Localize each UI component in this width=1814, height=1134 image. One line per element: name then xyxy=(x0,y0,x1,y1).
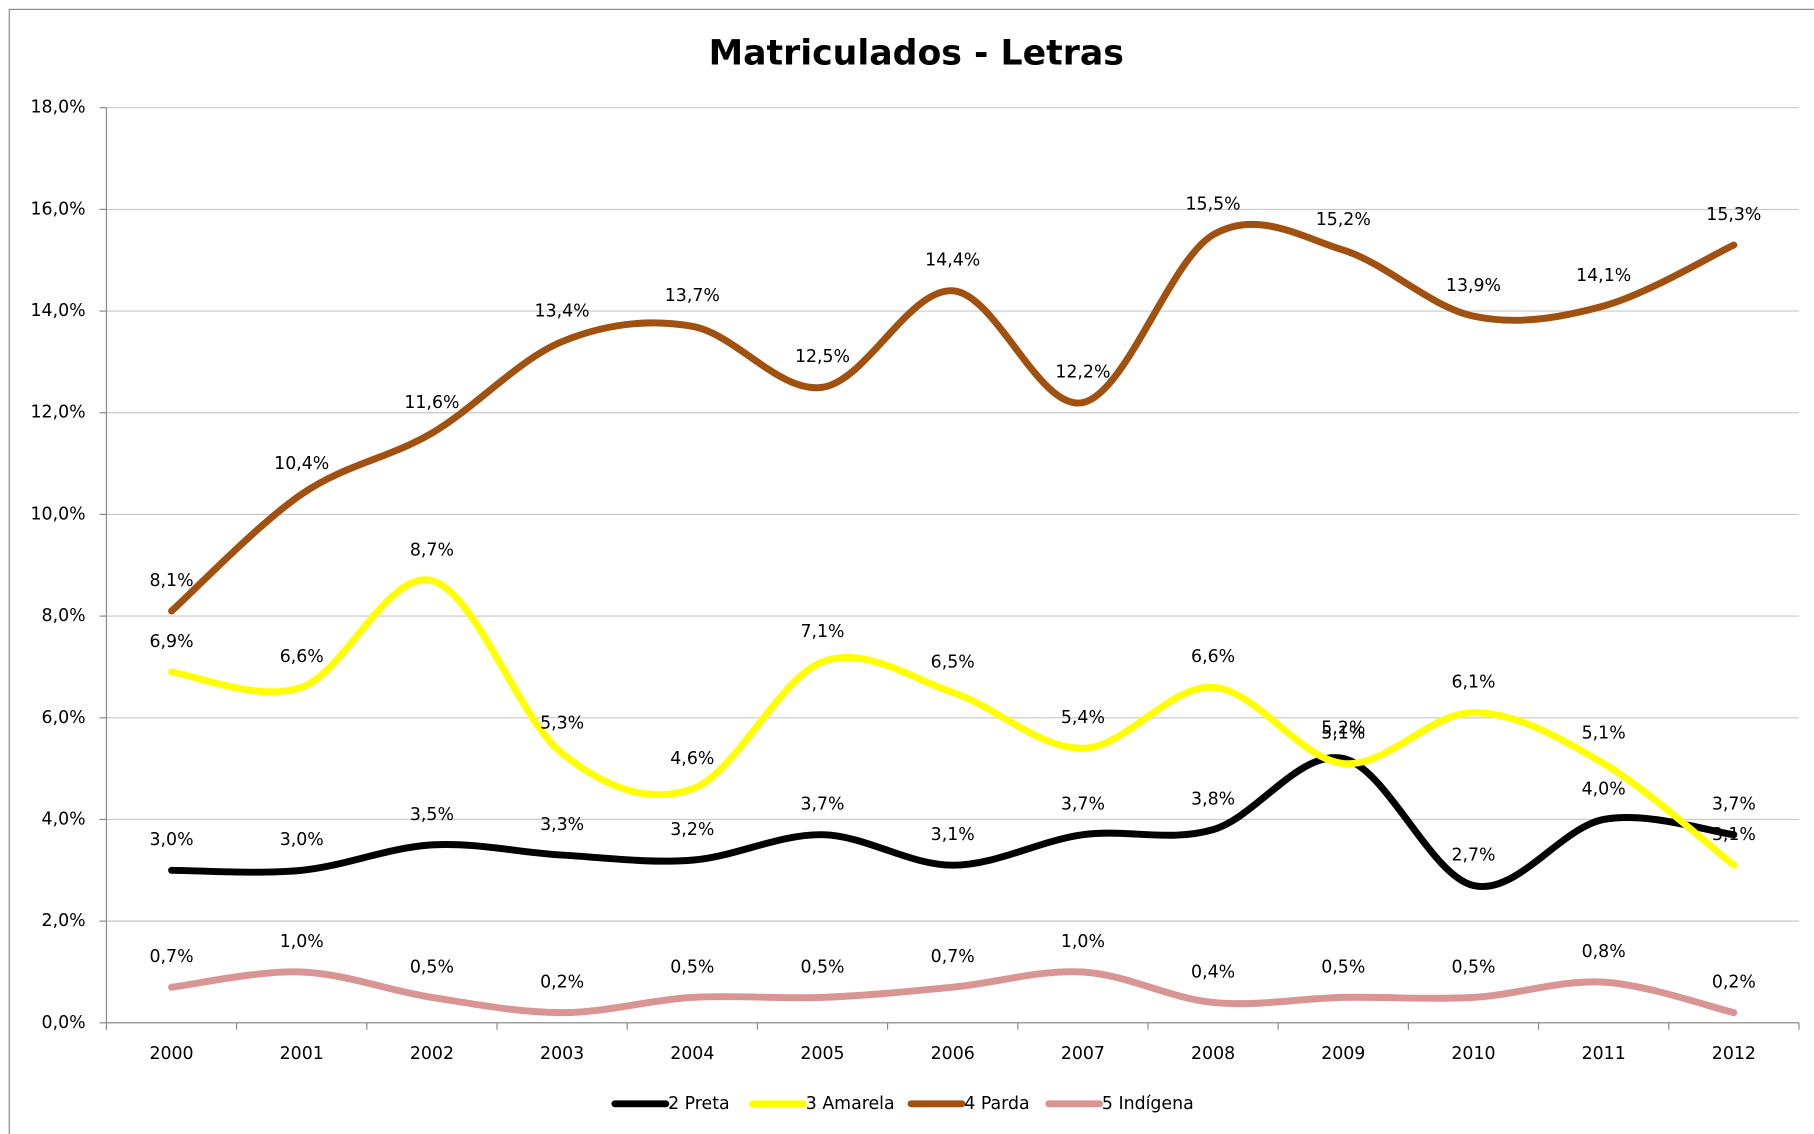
data-label: 0,5% xyxy=(410,957,454,977)
data-label: 3,5% xyxy=(410,805,454,825)
x-tick-label: 2006 xyxy=(931,1044,975,1064)
x-tick-label: 2008 xyxy=(1191,1044,1235,1064)
data-label: 13,4% xyxy=(535,301,590,321)
data-label: 5,4% xyxy=(1061,708,1105,728)
y-tick-label: 2,0% xyxy=(42,911,86,931)
data-label: 1,0% xyxy=(1061,932,1105,952)
data-label: 3,1% xyxy=(1712,825,1756,845)
y-tick-label: 10,0% xyxy=(31,504,86,524)
x-tick-label: 2005 xyxy=(800,1044,844,1064)
data-label: 8,7% xyxy=(410,540,454,560)
data-label: 0,8% xyxy=(1582,942,1626,962)
data-label: 6,9% xyxy=(149,632,193,652)
x-tick-label: 2004 xyxy=(670,1044,714,1064)
data-label: 11,6% xyxy=(404,393,459,413)
data-label: 12,2% xyxy=(1055,363,1110,383)
data-label: 7,1% xyxy=(800,622,844,642)
data-label: 0,5% xyxy=(800,957,844,977)
legend-label: 5 Indígena xyxy=(1102,1094,1194,1114)
chart-title: Matriculados - Letras xyxy=(709,33,1124,73)
x-tick-label: 2009 xyxy=(1321,1044,1365,1064)
data-label: 0,4% xyxy=(1191,962,1235,982)
y-tick-label: 16,0% xyxy=(31,199,86,219)
data-label: 0,5% xyxy=(1451,957,1495,977)
y-tick-label: 6,0% xyxy=(42,708,86,728)
y-tick-label: 8,0% xyxy=(42,606,86,626)
data-label: 13,9% xyxy=(1446,276,1501,296)
data-label: 3,0% xyxy=(149,830,193,850)
legend-label: 2 Preta xyxy=(668,1094,730,1114)
data-label: 15,3% xyxy=(1706,205,1761,225)
data-label: 5,1% xyxy=(1582,723,1626,743)
data-label: 6,6% xyxy=(280,647,324,667)
data-label: 15,2% xyxy=(1316,210,1371,230)
data-label: 12,5% xyxy=(795,347,850,367)
series-line xyxy=(168,576,1738,869)
data-label: 0,7% xyxy=(931,947,975,967)
data-label: 3,7% xyxy=(1712,795,1756,815)
x-tick-label: 2010 xyxy=(1451,1044,1495,1064)
x-tick-label: 2003 xyxy=(540,1044,584,1064)
data-label: 13,7% xyxy=(665,286,720,306)
x-tick-label: 2002 xyxy=(410,1044,454,1064)
data-label: 5,1% xyxy=(1321,723,1365,743)
data-label: 0,5% xyxy=(670,957,714,977)
data-label: 0,5% xyxy=(1321,957,1365,977)
x-tick-label: 2011 xyxy=(1582,1044,1626,1064)
series-line xyxy=(168,968,1738,1017)
x-tick-label: 2012 xyxy=(1712,1044,1756,1064)
data-label: 14,1% xyxy=(1576,266,1631,286)
data-label: 3,8% xyxy=(1191,790,1235,810)
data-label: 5,2% xyxy=(1321,718,1365,738)
chart-border xyxy=(8,8,1814,1134)
y-tick-label: 4,0% xyxy=(42,809,86,829)
data-label: 0,2% xyxy=(540,973,584,993)
series-line xyxy=(168,754,1738,891)
data-label: 14,4% xyxy=(925,251,980,271)
legend-label: 4 Parda xyxy=(964,1094,1029,1114)
data-label: 3,7% xyxy=(800,795,844,815)
data-label: 4,0% xyxy=(1582,779,1626,799)
data-label: 3,0% xyxy=(280,830,324,850)
data-label: 3,2% xyxy=(670,820,714,840)
data-label: 0,7% xyxy=(149,947,193,967)
legend-label: 3 Amarela xyxy=(806,1094,895,1114)
y-tick-label: 0,0% xyxy=(42,1013,86,1033)
data-label: 6,6% xyxy=(1191,647,1235,667)
data-label: 10,4% xyxy=(274,454,329,474)
x-tick-label: 2007 xyxy=(1061,1044,1105,1064)
data-label: 3,7% xyxy=(1061,795,1105,815)
x-tick-label: 2001 xyxy=(280,1044,324,1064)
data-label: 5,3% xyxy=(540,713,584,733)
data-label: 2,7% xyxy=(1451,845,1495,865)
y-tick-label: 12,0% xyxy=(31,403,86,423)
data-label: 0,2% xyxy=(1712,973,1756,993)
y-tick-label: 18,0% xyxy=(31,98,86,118)
data-label: 4,6% xyxy=(670,749,714,769)
data-label: 8,1% xyxy=(149,571,193,591)
y-tick-label: 14,0% xyxy=(31,301,86,321)
data-label: 3,1% xyxy=(931,825,975,845)
series-line xyxy=(168,220,1738,615)
data-label: 15,5% xyxy=(1186,195,1241,215)
data-label: 1,0% xyxy=(280,932,324,952)
data-label: 6,5% xyxy=(931,652,975,672)
data-label: 3,3% xyxy=(540,815,584,835)
x-tick-label: 2000 xyxy=(149,1044,193,1064)
data-label: 6,1% xyxy=(1451,673,1495,693)
